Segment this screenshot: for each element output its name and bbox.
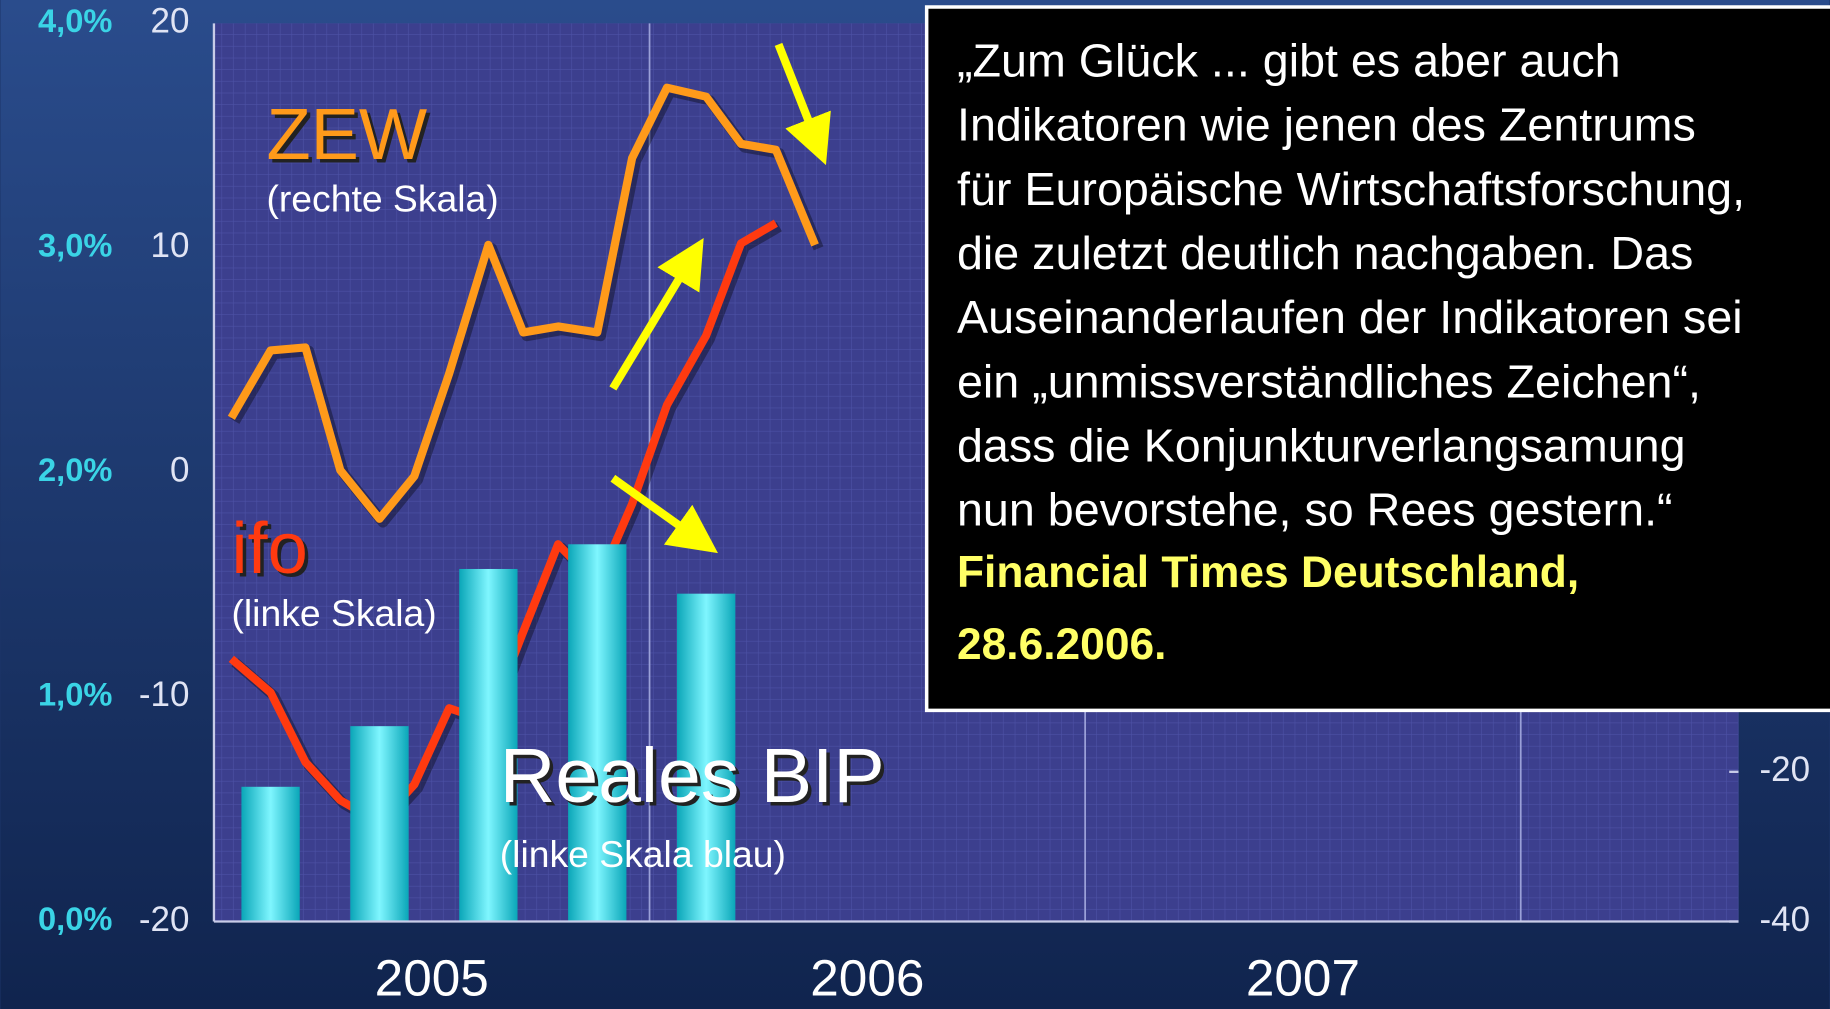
x-tick-label: 2007: [1246, 950, 1360, 1007]
quote-box: [924, 5, 1830, 713]
quote-line: die zuletzt deutlich nachgaben. Das: [957, 227, 1693, 279]
quote-source: 28.6.2006.: [957, 620, 1166, 669]
series-label-shadow: Reales BIP: [503, 736, 888, 822]
scale-label: (linke Skala): [231, 592, 436, 634]
x-tick-label: 2005: [375, 950, 489, 1007]
quote-line: dass die Konjunkturverlangsamung: [957, 419, 1686, 471]
quote-line: Indikatoren wie jenen des Zentrums: [957, 99, 1696, 151]
y3-tick-label: 0,0%: [38, 900, 112, 937]
series-label: ifo: [231, 509, 307, 589]
series-label-shadow: ZEW: [270, 99, 431, 179]
line: [227, 83, 819, 523]
x-tick-label: 2006: [810, 950, 924, 1007]
y-tick-label: 20: [151, 2, 190, 41]
y2-tick-label: -40: [1760, 900, 1811, 939]
quote-line: nun bevorstehe, so Rees gestern.“: [957, 484, 1673, 536]
bar: [459, 568, 518, 922]
series-label: ZEW: [266, 95, 427, 175]
quote-line: „Zum Glück ... gibt es aber auch: [957, 34, 1621, 86]
bar: [241, 786, 300, 922]
y-tick-label: 10: [151, 226, 190, 265]
y3-tick-label: 2,0%: [38, 451, 112, 488]
arrows: [609, 42, 831, 554]
y-tick-label: -20: [139, 900, 190, 939]
scale-label: (linke Skala blau): [500, 833, 786, 875]
series-label-shadow: ifo: [235, 513, 311, 593]
bar: [568, 544, 627, 922]
quote-line: Auseinanderlaufen der Indikatoren sei: [957, 291, 1743, 343]
arrow: [610, 474, 718, 554]
quote-line: für Europäische Wirtschaftsforschung,: [957, 163, 1745, 215]
bar: [350, 726, 409, 922]
arrow: [609, 237, 704, 391]
scale-label: (rechte Skala): [266, 178, 498, 220]
y3-tick-label: 4,0%: [38, 2, 112, 39]
arrow: [774, 42, 831, 166]
y3-tick-label: 3,0%: [38, 227, 112, 264]
bar: [677, 593, 736, 922]
y2-tick-label: -20: [1760, 750, 1811, 789]
y-tick-label: 0: [170, 451, 189, 490]
quote-line: ein „unmissverständliches Zeichen“,: [957, 355, 1701, 407]
y3-tick-label: 1,0%: [38, 676, 112, 713]
plot-layer: [227, 23, 1522, 922]
quote-source: Financial Times Deutschland,: [957, 548, 1579, 597]
y-tick-label: -10: [139, 675, 190, 714]
series-label: Reales BIP: [500, 733, 885, 819]
